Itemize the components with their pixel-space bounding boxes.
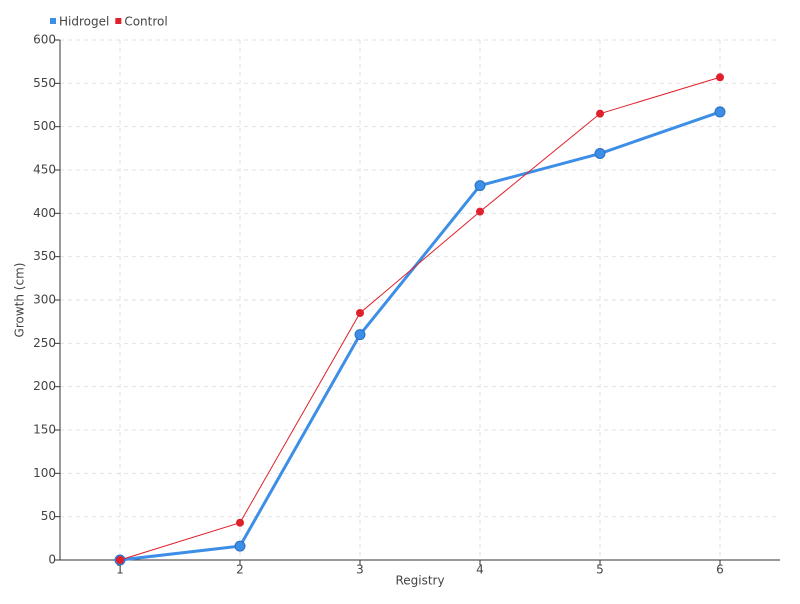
legend-swatch: [115, 18, 122, 24]
y-tick-label: 150: [33, 423, 56, 437]
x-tick-label: 1: [116, 563, 124, 577]
series-line: [119, 76, 721, 561]
data-point: [714, 106, 726, 118]
x-axis-title: Registry: [395, 574, 444, 588]
x-tick-label: 4: [476, 563, 484, 577]
y-tick-label: 300: [33, 293, 56, 307]
data-point: [234, 540, 246, 552]
series-line: [119, 110, 721, 562]
y-axis-title: Growth (cm): [13, 263, 27, 338]
y-tick-label: 100: [33, 466, 56, 480]
y-tick-label: 400: [33, 206, 56, 220]
data-point: [476, 207, 484, 216]
x-tick-label: 5: [596, 563, 604, 577]
y-tick-label: 0: [48, 553, 56, 567]
data-point: [116, 556, 124, 564]
legend-label: Hidrogel: [59, 15, 109, 29]
y-tick-label: 350: [33, 249, 56, 263]
data-point: [716, 73, 724, 82]
y-tick-label: 550: [33, 76, 56, 90]
data-point: [236, 518, 244, 527]
y-tick-label: 250: [33, 336, 56, 350]
data-point: [596, 109, 604, 118]
y-tick-label: 450: [33, 163, 56, 177]
x-tick-label: 2: [236, 563, 244, 577]
data-point: [354, 329, 366, 341]
legend-swatch: [50, 18, 56, 24]
y-tick-label: 50: [41, 509, 56, 523]
y-tick-label: 600: [33, 33, 56, 47]
data-point: [356, 309, 364, 317]
y-tick-label: 200: [33, 379, 56, 393]
legend-label: Control: [124, 15, 167, 29]
data-point: [474, 180, 486, 192]
y-tick-label: 500: [33, 119, 56, 133]
x-tick-label: 6: [716, 563, 724, 577]
data-point: [594, 148, 606, 160]
x-tick-label: 3: [356, 563, 364, 577]
